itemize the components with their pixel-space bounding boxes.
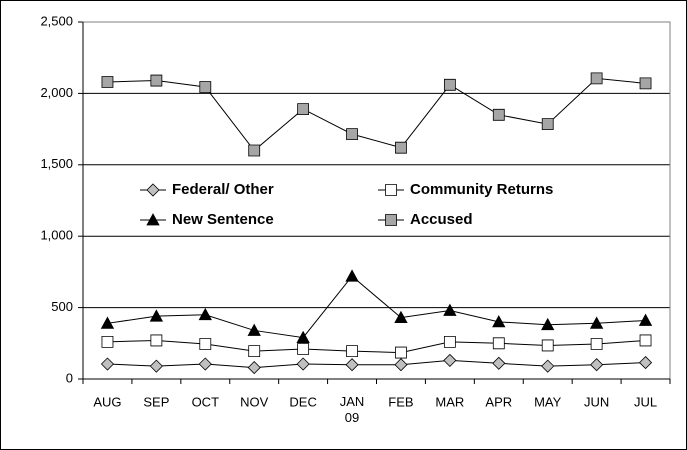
data-point xyxy=(297,343,310,355)
series-line xyxy=(107,77,646,152)
x-tick-label: MAR xyxy=(435,394,464,409)
x-tick-label: JUN xyxy=(584,394,609,409)
legend-label: New Sentence xyxy=(172,211,274,228)
data-point xyxy=(150,74,163,87)
legend-marker xyxy=(385,184,397,196)
series-line xyxy=(107,275,646,339)
data-point xyxy=(248,144,261,157)
data-point xyxy=(492,356,506,370)
data-point xyxy=(638,313,653,326)
data-point xyxy=(198,307,212,321)
legend-marker xyxy=(146,213,160,226)
data-point xyxy=(247,323,261,336)
data-point xyxy=(541,339,554,352)
data-point xyxy=(492,108,505,121)
data-point xyxy=(149,359,163,373)
x-tick-label: SEP xyxy=(143,394,169,409)
x-tick-label: JAN 09 xyxy=(340,394,365,425)
data-point xyxy=(541,118,554,131)
data-point xyxy=(297,103,310,116)
y-tick-label: 0 xyxy=(66,370,73,385)
data-point xyxy=(247,361,261,375)
data-point xyxy=(590,358,604,372)
y-tick-label: 2,000 xyxy=(40,85,73,100)
data-point xyxy=(199,338,212,350)
y-tick-label: 500 xyxy=(51,299,73,314)
data-point xyxy=(395,141,407,154)
data-point xyxy=(100,316,115,329)
data-point xyxy=(296,330,310,343)
data-point xyxy=(296,357,310,371)
data-point xyxy=(101,76,114,88)
x-tick-label: NOV xyxy=(240,394,269,409)
y-tick-label: 1,000 xyxy=(40,228,73,243)
x-tick-label: JUL xyxy=(634,394,657,409)
series-line xyxy=(107,339,646,354)
series-line xyxy=(107,359,646,369)
data-point xyxy=(638,356,653,370)
data-point xyxy=(492,337,505,350)
data-point xyxy=(199,81,212,93)
data-point xyxy=(443,353,457,368)
data-point xyxy=(639,77,652,90)
data-point xyxy=(345,269,359,282)
data-point xyxy=(394,310,408,323)
x-tick-label: AUG xyxy=(93,394,121,409)
x-tick-label: FEB xyxy=(388,394,413,409)
data-point xyxy=(395,346,407,359)
y-tick-label: 2,500 xyxy=(40,13,73,28)
legend-marker xyxy=(146,183,160,197)
data-point xyxy=(101,335,114,348)
legend-label: Accused xyxy=(410,211,473,228)
x-tick-label: OCT xyxy=(192,394,220,409)
legend-label: Community Returns xyxy=(410,181,553,198)
data-point xyxy=(248,345,261,358)
data-point xyxy=(443,335,456,348)
data-point xyxy=(346,128,358,140)
data-point xyxy=(346,345,358,358)
data-point xyxy=(198,357,212,371)
data-point xyxy=(443,78,456,91)
data-point xyxy=(100,357,115,371)
data-point xyxy=(639,334,652,347)
legend-label: Federal/ Other xyxy=(172,181,274,198)
data-point xyxy=(541,359,555,373)
data-point xyxy=(541,317,555,331)
x-tick-label: APR xyxy=(485,394,512,409)
data-point xyxy=(149,309,164,322)
data-point xyxy=(590,338,603,350)
data-point xyxy=(492,315,506,328)
data-point xyxy=(443,303,457,316)
x-tick-label: MAY xyxy=(534,394,562,409)
y-tick-label: 1,500 xyxy=(40,156,73,171)
data-point xyxy=(590,72,603,85)
data-point xyxy=(150,334,163,347)
data-point xyxy=(394,358,408,372)
legend-marker xyxy=(385,214,397,226)
x-tick-label: DEC xyxy=(289,394,316,409)
x-tick-label-line: JAN xyxy=(340,394,365,409)
data-point xyxy=(345,358,359,372)
data-point xyxy=(589,316,604,329)
x-tick-label-line: 09 xyxy=(345,410,359,425)
